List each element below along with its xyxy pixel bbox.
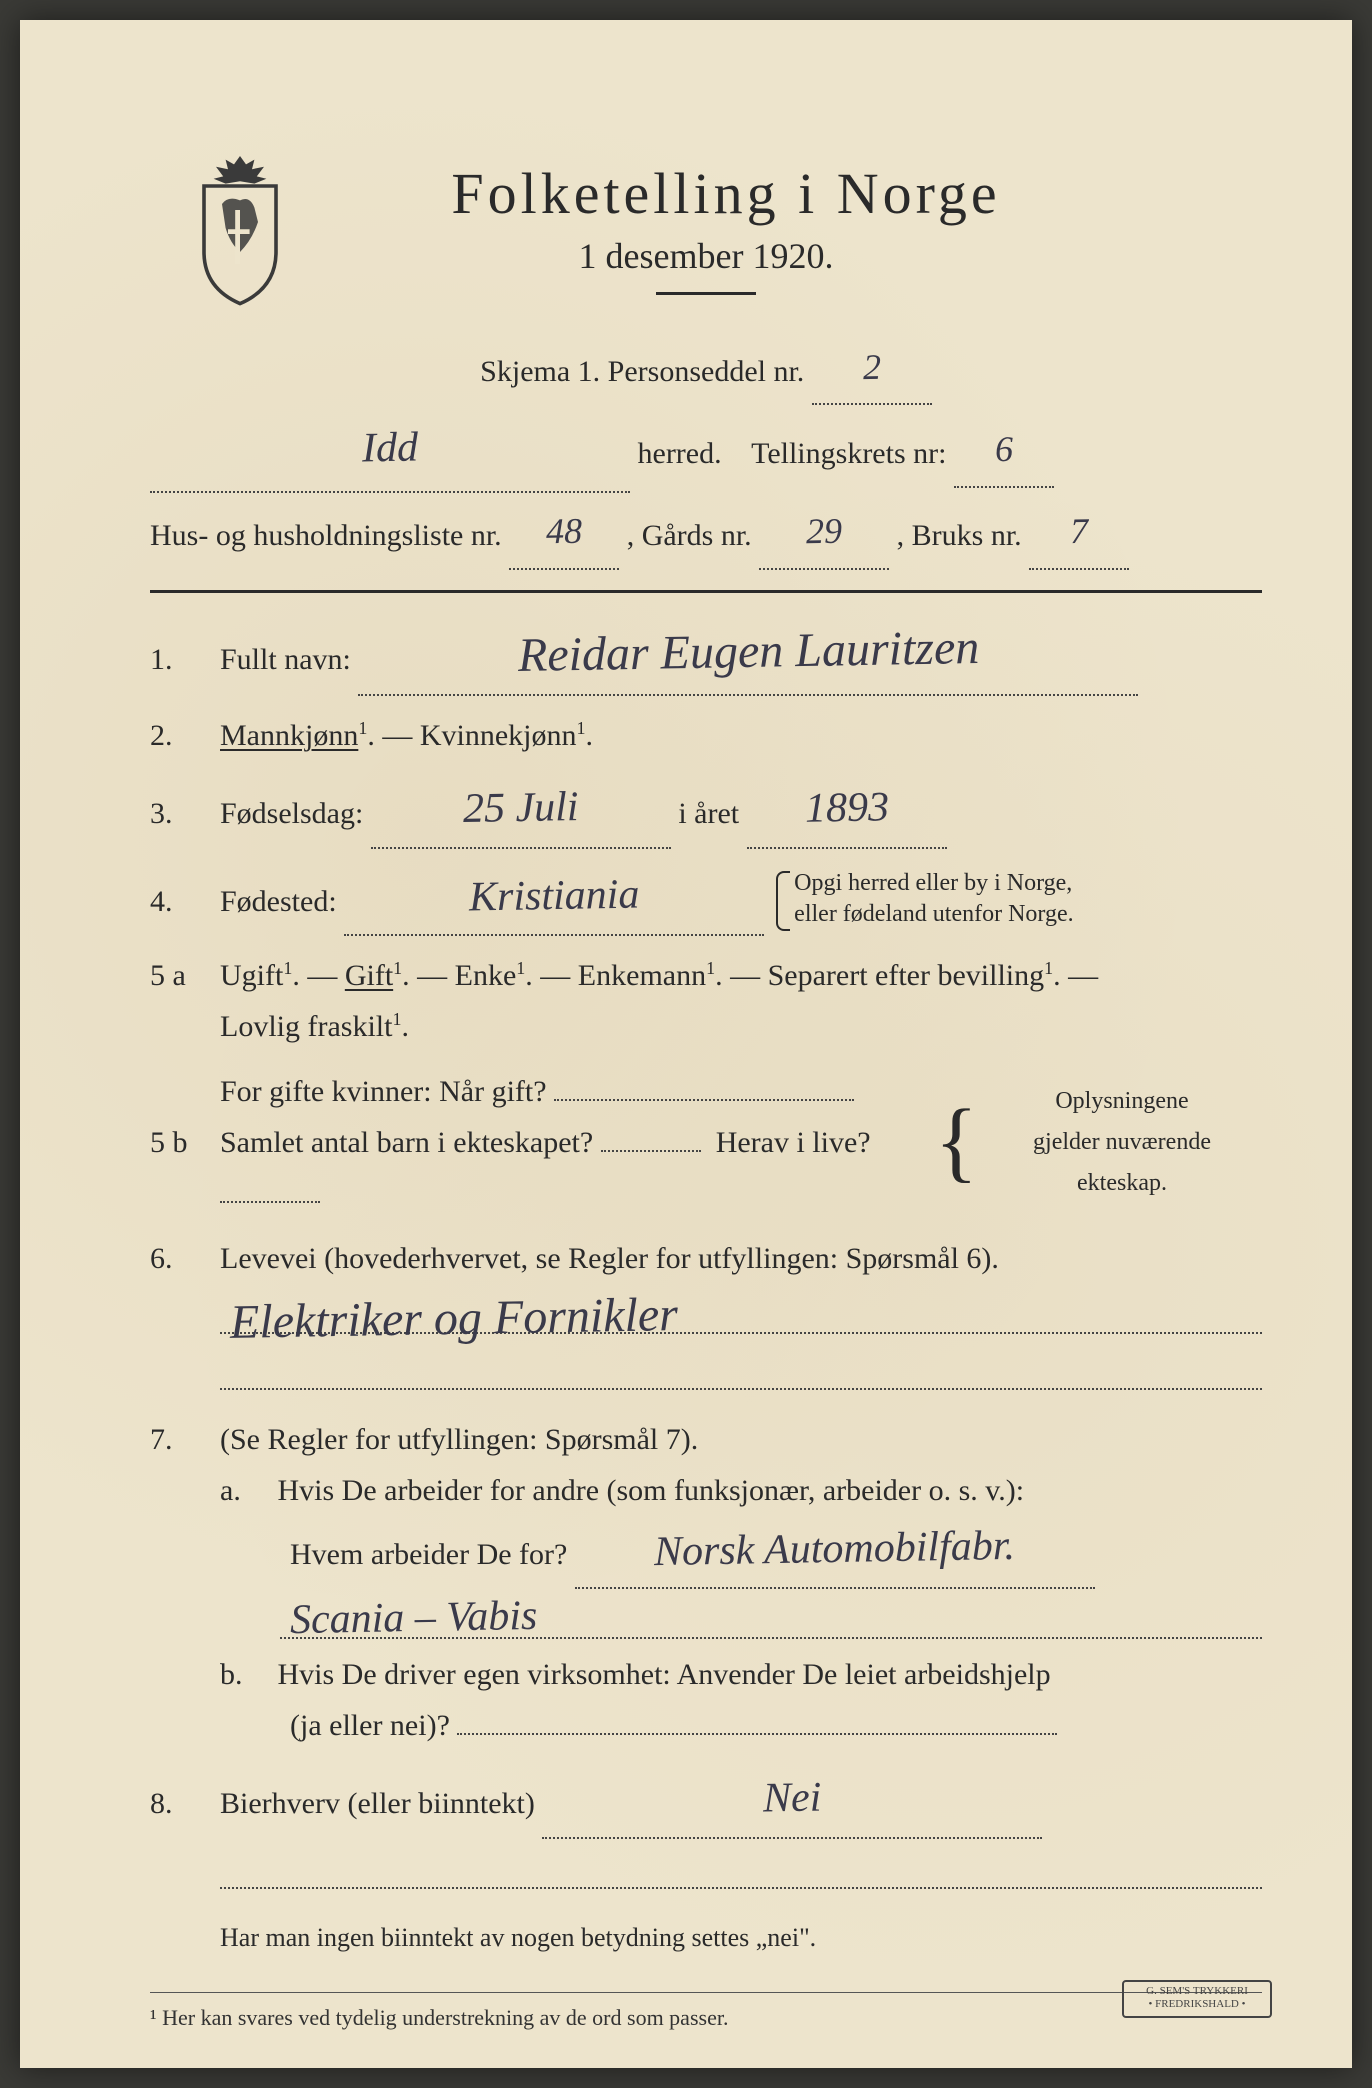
q2-gender: 2. Mannkjønn1. — Kvinnekjønn1.	[150, 710, 1262, 761]
gards-value: 29	[806, 497, 843, 566]
census-form-page: Folketelling i Norge 1 desember 1920. Sk…	[20, 20, 1352, 2068]
bruks-value: 7	[1070, 497, 1089, 566]
q4-birthplace: 4. Fødested: Kristiania Opgi herred elle…	[150, 863, 1262, 936]
employer-value-2: Scania – Vabis	[289, 1581, 538, 1657]
tellingskrets-label: Tellingskrets nr:	[751, 437, 946, 470]
form-header: Folketelling i Norge 1 desember 1920.	[150, 160, 1262, 295]
bruks-label: , Bruks nr.	[897, 519, 1022, 552]
herred-value: Idd	[361, 409, 418, 490]
form-date: 1 desember 1920.	[150, 235, 1262, 277]
employer-value-1: Norsk Automobilfabr.	[654, 1511, 1016, 1589]
q7-employer: 7. (Se Regler for utfyllingen: Spørsmål …	[150, 1414, 1262, 1751]
q3-birthday: 3. Fødselsdag: 25 Juli i året 1893	[150, 775, 1262, 848]
husliste-line: Hus- og husholdningsliste nr. 48 , Gårds…	[150, 499, 1262, 569]
tellingskrets-value: 6	[994, 415, 1013, 484]
printer-stamp: G. SEM'S TRYKKERI • FREDRIKSHALD •	[1122, 1980, 1272, 2018]
fullname-value: Reidar Eugen Lauritzen	[517, 607, 980, 697]
q6-occupation: 6. Levevei (hovederhvervet, se Regler fo…	[150, 1233, 1262, 1400]
q5b-married-women: 5 b For gifte kvinner: Når gift? Samlet …	[150, 1066, 1262, 1219]
q8-secondary-occupation: 8. Bierhverv (eller biinntekt) Nei	[150, 1765, 1262, 1898]
herred-label: herred.	[638, 437, 722, 470]
form-title: Folketelling i Norge	[150, 160, 1262, 227]
bottom-note: Har man ingen biinntekt av nogen betydni…	[150, 1913, 1262, 1962]
q5b-note: Oplysningene gjelder nuværende ekteskap.	[982, 1081, 1262, 1203]
personseddel-nr: 2	[862, 333, 881, 402]
divider	[656, 292, 756, 295]
q1-fullname: 1. Fullt navn: Reidar Eugen Lauritzen	[150, 613, 1262, 697]
herred-line: Idd herred. Tellingskrets nr: 6	[150, 411, 1262, 493]
birthplace-note: Opgi herred eller by i Norge, eller føde…	[776, 868, 1073, 930]
secondary-value: Nei	[763, 1763, 823, 1835]
footnote-divider	[150, 1992, 1262, 1993]
birthday-day: 25 Juli	[462, 772, 579, 845]
kvinnekjonn: Kvinnekjønn	[420, 719, 577, 752]
gift-selected: Gift	[345, 959, 393, 992]
husliste-value: 48	[546, 497, 583, 566]
birthday-year: 1893	[804, 772, 889, 845]
mannkjonn: Mannkjønn	[220, 719, 358, 752]
section-divider	[150, 590, 1262, 593]
norway-coat-of-arms-icon	[180, 150, 300, 300]
skjema-label: Skjema 1. Personseddel nr.	[480, 355, 804, 388]
footnote-text: ¹ Her kan svares ved tydelig understrekn…	[150, 2005, 1262, 2031]
skjema-line: Skjema 1. Personseddel nr. 2	[150, 335, 1262, 405]
q5a-marital: 5 a Ugift1. — Gift1. — Enke1. — Enkemann…	[150, 950, 1262, 1052]
gards-label: , Gårds nr.	[627, 519, 752, 552]
husliste-prefix: Hus- og husholdningsliste nr.	[150, 519, 502, 552]
birthplace-value: Kristiania	[468, 859, 640, 933]
